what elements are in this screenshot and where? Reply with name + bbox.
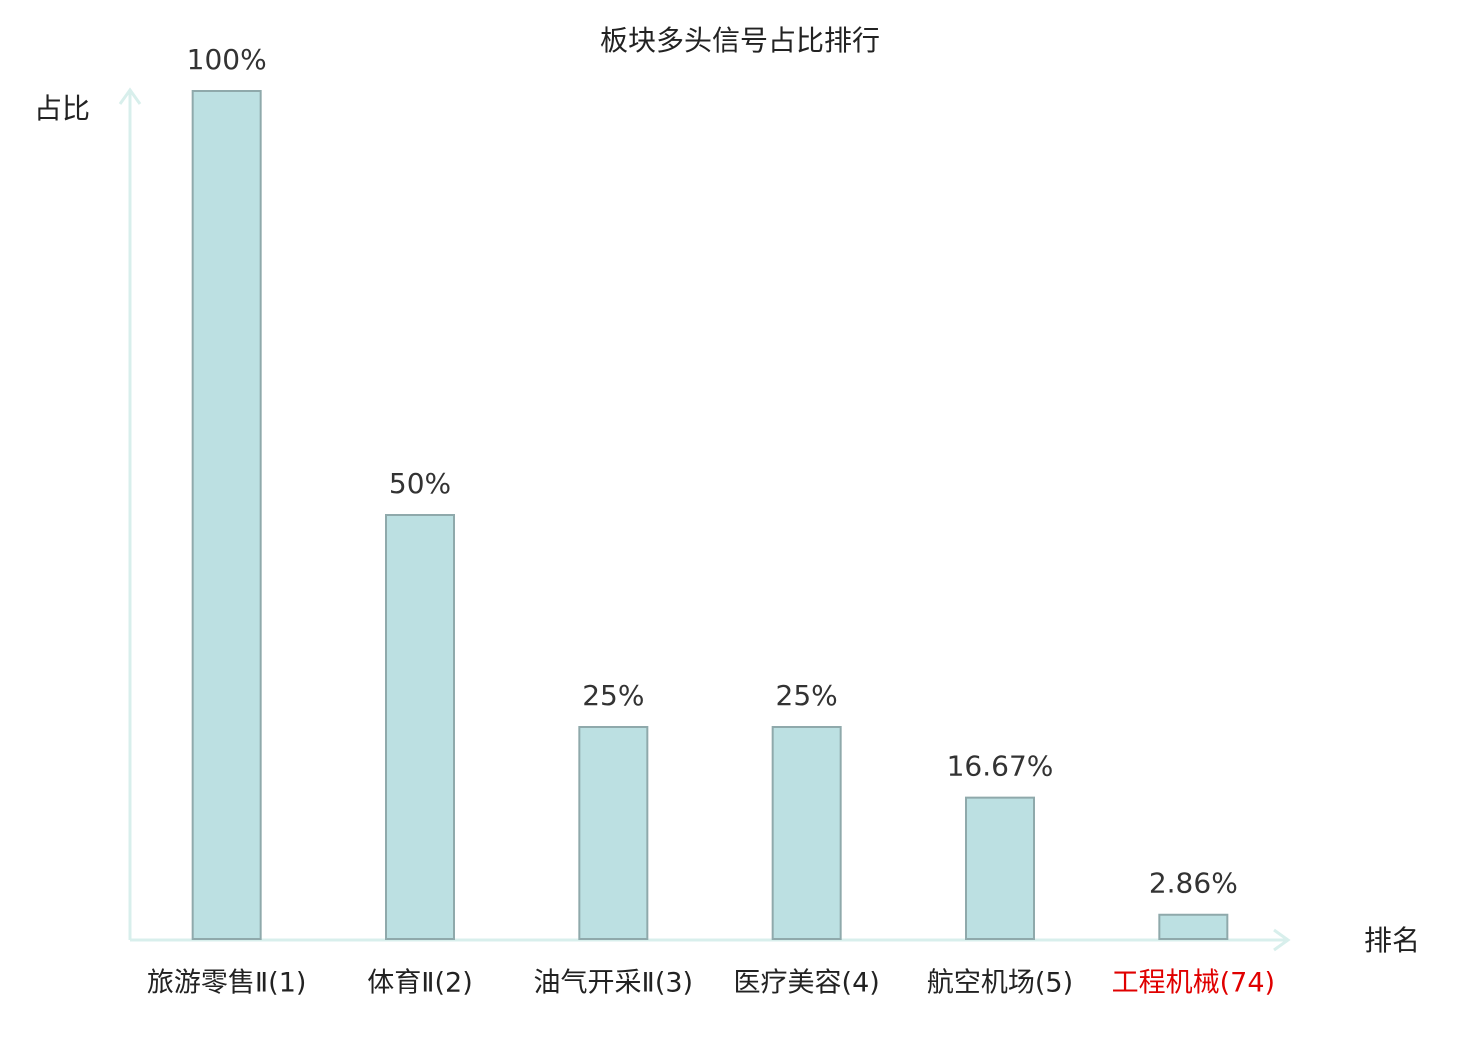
- value-label: 25%: [582, 679, 644, 712]
- x-tick-label: 旅游零售Ⅱ(1): [147, 968, 307, 999]
- value-label: 100%: [187, 43, 267, 76]
- value-label: 16.67%: [947, 750, 1054, 783]
- x-tick-label: 体育Ⅱ(2): [367, 968, 473, 999]
- y-axis-arrow: [118, 87, 142, 105]
- bar: [771, 726, 842, 940]
- bar: [1158, 913, 1229, 940]
- bar: [578, 726, 649, 940]
- y-axis-label: 占比: [34, 92, 90, 125]
- bar: [385, 514, 455, 940]
- value-label: 2.86%: [1149, 867, 1238, 900]
- x-tick-label: 航空机场(5): [927, 968, 1073, 999]
- x-axis-label: 排名: [1364, 924, 1420, 957]
- bar: [965, 796, 1035, 941]
- value-label: 25%: [776, 679, 838, 712]
- x-tick-label: 工程机械(74): [1112, 968, 1275, 999]
- x-tick-label: 医疗美容(4): [734, 968, 880, 999]
- x-axis-arrow: [1273, 928, 1291, 952]
- chart-title: 板块多头信号占比排行: [600, 24, 880, 57]
- bar: [191, 90, 262, 940]
- axes: [118, 87, 1291, 952]
- value-label: 50%: [389, 467, 451, 500]
- x-tick-label: 油气开采Ⅱ(3): [534, 968, 694, 999]
